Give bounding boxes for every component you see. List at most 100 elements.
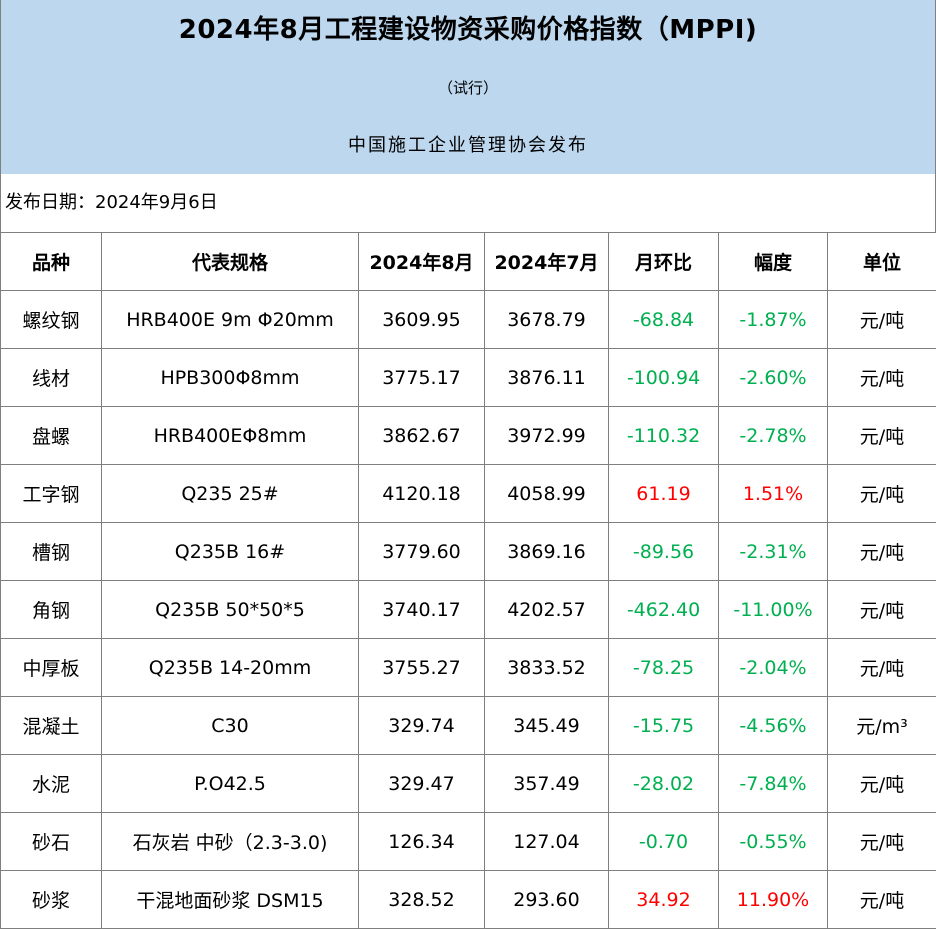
cell-aug-price: 329.74 bbox=[358, 696, 485, 755]
table-row: 砂浆 干混地面砂浆 DSM15 328.52 293.60 34.92 11.90% 元/吨 bbox=[0, 870, 936, 929]
cell-variety: 线材 bbox=[0, 348, 102, 407]
cell-range: -2.04% bbox=[718, 638, 828, 697]
cell-spec: Q235B 16# bbox=[101, 522, 359, 581]
cell-spec: HRB400EΦ8mm bbox=[101, 406, 359, 465]
cell-range: -1.87% bbox=[718, 290, 828, 349]
cell-aug-price: 329.47 bbox=[358, 754, 485, 813]
cell-jul-price: 3678.79 bbox=[484, 290, 609, 349]
cell-variety: 槽钢 bbox=[0, 522, 102, 581]
cell-variety: 水泥 bbox=[0, 754, 102, 813]
table-row: 混凝土 C30 329.74 345.49 -15.75 -4.56% 元/m³ bbox=[0, 696, 936, 755]
table-row: 槽钢 Q235B 16# 3779.60 3869.16 -89.56 -2.31% 元/吨 bbox=[0, 522, 936, 581]
cell-jul-price: 357.49 bbox=[484, 754, 609, 813]
cell-range: 1.51% bbox=[718, 464, 828, 523]
cell-month-on-month: 61.19 bbox=[608, 464, 719, 523]
cell-variety: 砂石 bbox=[0, 812, 102, 871]
column-header-spec: 代表规格 bbox=[101, 232, 359, 291]
price-index-table: 品种 代表规格 2024年8月 2024年7月 月环比 幅度 单位 螺纹钢 HRB… bbox=[0, 232, 936, 929]
column-header-mom: 月环比 bbox=[608, 232, 719, 291]
cell-variety: 角钢 bbox=[0, 580, 102, 639]
cell-variety: 砂浆 bbox=[0, 870, 102, 929]
cell-range: -4.56% bbox=[718, 696, 828, 755]
cell-month-on-month: -78.25 bbox=[608, 638, 719, 697]
cell-spec: Q235 25# bbox=[101, 464, 359, 523]
cell-unit: 元/吨 bbox=[827, 348, 936, 407]
cell-spec: P.O42.5 bbox=[101, 754, 359, 813]
table-row: 角钢 Q235B 50*50*5 3740.17 4202.57 -462.40 -11.… bbox=[0, 580, 936, 639]
cell-month-on-month: -0.70 bbox=[608, 812, 719, 871]
cell-month-on-month: -89.56 bbox=[608, 522, 719, 581]
cell-aug-price: 3740.17 bbox=[358, 580, 485, 639]
cell-variety: 螺纹钢 bbox=[0, 290, 102, 349]
table-row: 盘螺 HRB400EΦ8mm 3862.67 3972.99 -110.32 -2.78%… bbox=[0, 406, 936, 465]
cell-range: -7.84% bbox=[718, 754, 828, 813]
column-header-range: 幅度 bbox=[718, 232, 828, 291]
table-body: 螺纹钢 HRB400E 9m Φ20mm 3609.95 3678.79 -68.84-… bbox=[0, 290, 936, 929]
cell-month-on-month: 34.92 bbox=[608, 870, 719, 929]
report-header: 2024年8月工程建设物资采购价格指数（MPPI) （试行） 中国施工企业管理协… bbox=[0, 0, 936, 174]
table-row: 线材 HPB300Φ8mm 3775.17 3876.11 -100.94 -2.60% 元… bbox=[0, 348, 936, 407]
cell-month-on-month: -68.84 bbox=[608, 290, 719, 349]
cell-jul-price: 3876.11 bbox=[484, 348, 609, 407]
cell-jul-price: 127.04 bbox=[484, 812, 609, 871]
cell-aug-price: 126.34 bbox=[358, 812, 485, 871]
cell-jul-price: 3869.16 bbox=[484, 522, 609, 581]
cell-month-on-month: -462.40 bbox=[608, 580, 719, 639]
cell-aug-price: 3779.60 bbox=[358, 522, 485, 581]
cell-unit: 元/m³ bbox=[827, 696, 936, 755]
cell-unit: 元/吨 bbox=[827, 290, 936, 349]
cell-spec: Q235B 50*50*5 bbox=[101, 580, 359, 639]
cell-jul-price: 3833.52 bbox=[484, 638, 609, 697]
cell-aug-price: 3609.95 bbox=[358, 290, 485, 349]
cell-variety: 混凝土 bbox=[0, 696, 102, 755]
cell-range: -11.00% bbox=[718, 580, 828, 639]
cell-unit: 元/吨 bbox=[827, 580, 936, 639]
cell-unit: 元/吨 bbox=[827, 812, 936, 871]
cell-jul-price: 293.60 bbox=[484, 870, 609, 929]
table-header-row: 品种 代表规格 2024年8月 2024年7月 月环比 幅度 单位 bbox=[0, 232, 936, 291]
cell-unit: 元/吨 bbox=[827, 406, 936, 465]
column-header-variety: 品种 bbox=[0, 232, 102, 291]
table-row: 砂石 石灰岩 中砂（2.3-3.0) 126.34 127.04 -0.70 -0.55%… bbox=[0, 812, 936, 871]
release-date: 发布日期：2024年9月6日 bbox=[0, 174, 936, 232]
cell-spec: HRB400E 9m Φ20mm bbox=[101, 290, 359, 349]
table-row: 工字钢 Q235 25# 4120.18 4058.99 61.19 1.51% 元/吨 bbox=[0, 464, 936, 523]
column-header-aug: 2024年8月 bbox=[358, 232, 485, 291]
cell-unit: 元/吨 bbox=[827, 464, 936, 523]
column-header-unit: 单位 bbox=[827, 232, 936, 291]
table-row: 水泥 P.O42.5 329.47 357.49 -28.02 -7.84% 元/吨 bbox=[0, 754, 936, 813]
cell-spec: HPB300Φ8mm bbox=[101, 348, 359, 407]
cell-month-on-month: -15.75 bbox=[608, 696, 719, 755]
cell-range: -0.55% bbox=[718, 812, 828, 871]
cell-spec: Q235B 14-20mm bbox=[101, 638, 359, 697]
table-row: 螺纹钢 HRB400E 9m Φ20mm 3609.95 3678.79 -68.84-… bbox=[0, 290, 936, 349]
cell-variety: 工字钢 bbox=[0, 464, 102, 523]
cell-jul-price: 4202.57 bbox=[484, 580, 609, 639]
cell-aug-price: 3862.67 bbox=[358, 406, 485, 465]
report-publisher: 中国施工企业管理协会发布 bbox=[348, 135, 588, 156]
cell-jul-price: 4058.99 bbox=[484, 464, 609, 523]
cell-range: -2.31% bbox=[718, 522, 828, 581]
report-subtitle: （试行） bbox=[437, 79, 498, 97]
cell-range: -2.60% bbox=[718, 348, 828, 407]
cell-jul-price: 3972.99 bbox=[484, 406, 609, 465]
column-header-jul: 2024年7月 bbox=[484, 232, 609, 291]
cell-month-on-month: -28.02 bbox=[608, 754, 719, 813]
cell-month-on-month: -110.32 bbox=[608, 406, 719, 465]
cell-variety: 中厚板 bbox=[0, 638, 102, 697]
cell-unit: 元/吨 bbox=[827, 638, 936, 697]
cell-aug-price: 3775.17 bbox=[358, 348, 485, 407]
cell-aug-price: 4120.18 bbox=[358, 464, 485, 523]
report-title: 2024年8月工程建设物资采购价格指数（MPPI) bbox=[178, 15, 758, 45]
cell-unit: 元/吨 bbox=[827, 754, 936, 813]
cell-aug-price: 3755.27 bbox=[358, 638, 485, 697]
cell-unit: 元/吨 bbox=[827, 522, 936, 581]
cell-unit: 元/吨 bbox=[827, 870, 936, 929]
cell-range: 11.90% bbox=[718, 870, 828, 929]
table-row: 中厚板 Q235B 14-20mm 3755.27 3833.52 -78.25 -2.0… bbox=[0, 638, 936, 697]
cell-spec: C30 bbox=[101, 696, 359, 755]
cell-variety: 盘螺 bbox=[0, 406, 102, 465]
cell-spec: 干混地面砂浆 DSM15 bbox=[101, 870, 359, 929]
cell-month-on-month: -100.94 bbox=[608, 348, 719, 407]
